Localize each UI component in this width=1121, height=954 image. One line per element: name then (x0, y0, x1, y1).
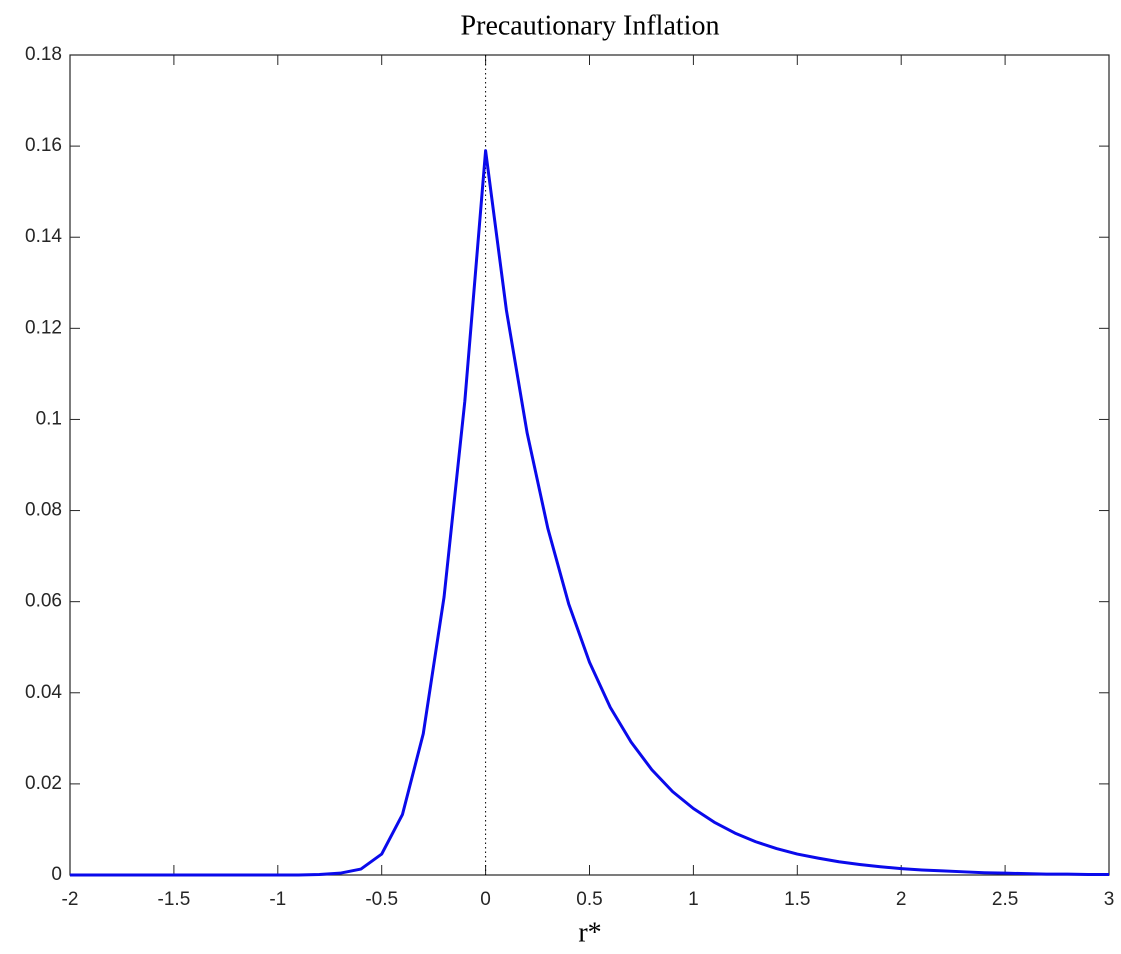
y-tick-label: 0.02 (25, 773, 62, 794)
x-tick-label: -1 (269, 889, 286, 910)
x-axis-label: r* (578, 917, 601, 948)
x-tick-label: -2 (62, 889, 79, 910)
y-tick-label: 0.16 (25, 135, 62, 156)
y-tick-label: 0.18 (25, 44, 62, 65)
data-line (70, 149, 1109, 877)
y-tick-label: 0.14 (25, 226, 62, 247)
x-tick-label: 0 (480, 889, 491, 910)
y-tick-label: 0.12 (25, 317, 62, 338)
x-tick-label: 1 (688, 889, 699, 910)
x-tick-label: 2 (896, 889, 907, 910)
x-tick-label: -0.5 (365, 889, 398, 910)
plot-frame (69, 54, 1110, 876)
chart-title: Precautionary Inflation (461, 10, 720, 41)
x-tick-label: 0.5 (576, 889, 602, 910)
y-tick-label: 0.08 (25, 500, 62, 521)
x-tick-label: -1.5 (158, 889, 191, 910)
x-tick-label: 2.5 (992, 889, 1018, 910)
x-tick-label: 3 (1104, 889, 1115, 910)
y-tick-label: 0.06 (25, 591, 62, 612)
y-tick-label: 0 (51, 864, 62, 885)
y-tick-label: 0.1 (36, 408, 62, 429)
x-tick-label: 1.5 (784, 889, 810, 910)
y-tick-label: 0.04 (25, 682, 62, 703)
